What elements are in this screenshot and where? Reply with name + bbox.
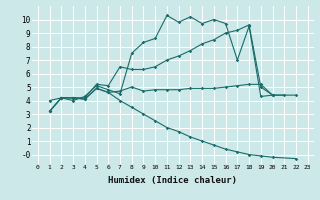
X-axis label: Humidex (Indice chaleur): Humidex (Indice chaleur) <box>108 176 237 185</box>
